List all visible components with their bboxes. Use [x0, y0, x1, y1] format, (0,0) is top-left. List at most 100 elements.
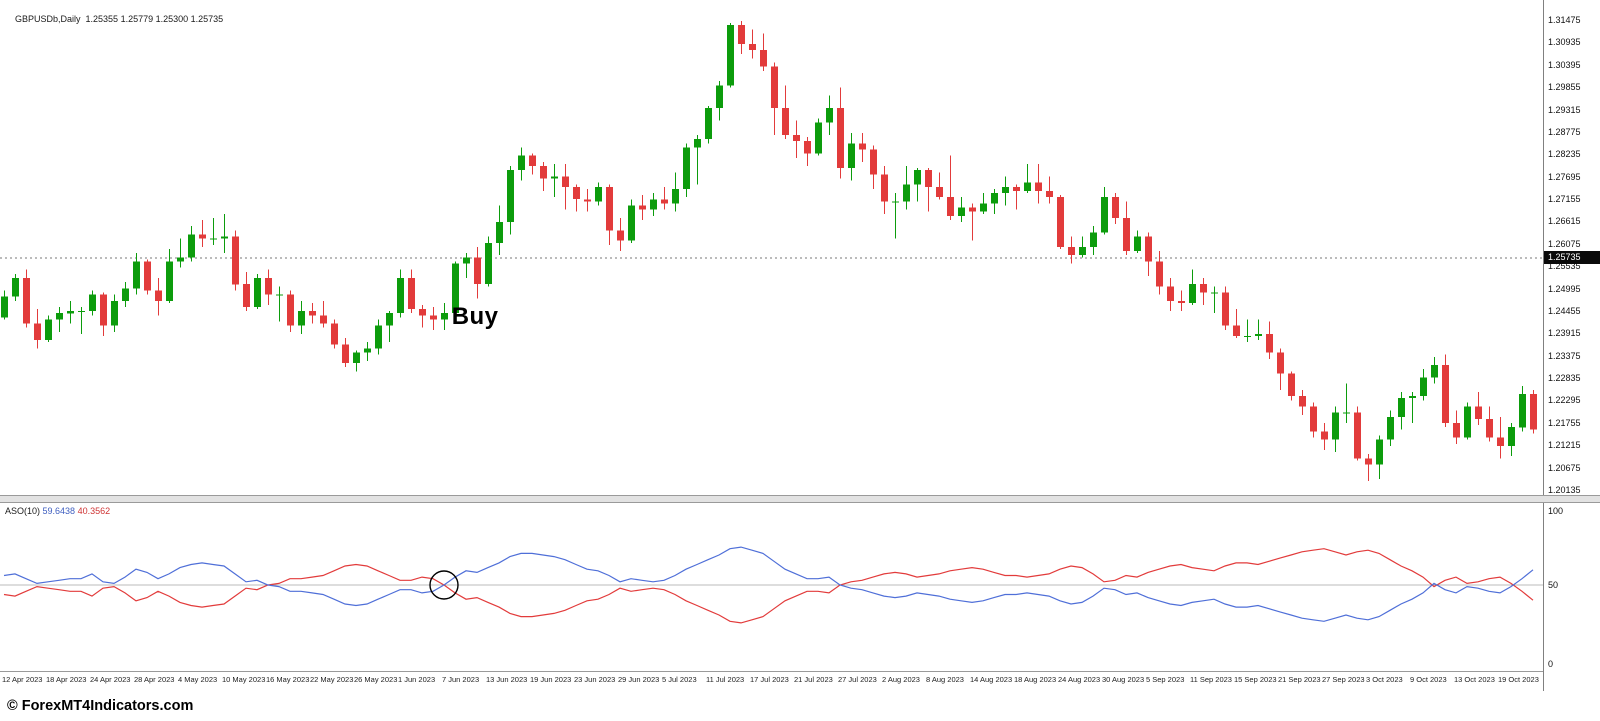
candle-body — [1112, 197, 1119, 218]
candle-body — [1530, 394, 1537, 430]
candle-body — [584, 199, 591, 202]
candle-body — [78, 311, 85, 313]
candle-body — [518, 155, 525, 171]
price-axis-label: 1.29855 — [1548, 82, 1581, 93]
price-axis-label: 1.27155 — [1548, 194, 1581, 205]
candle-body — [1310, 406, 1317, 432]
candle-body — [1068, 246, 1075, 256]
candle-body — [89, 294, 96, 312]
candle-body — [364, 348, 371, 353]
candle-body — [540, 166, 547, 179]
candle-body — [1134, 236, 1141, 252]
candle-body — [1376, 439, 1383, 465]
candle-body — [617, 230, 624, 241]
candle-body — [771, 66, 778, 108]
candle-body — [650, 199, 657, 210]
time-axis-label: 18 Aug 2023 — [1014, 675, 1057, 684]
time-axis-label: 27 Jul 2023 — [838, 675, 877, 684]
candle-body — [199, 234, 206, 239]
candle-body — [837, 108, 844, 169]
candle-body — [243, 284, 250, 307]
candle-body — [716, 85, 723, 109]
candle-body — [298, 311, 305, 326]
indicator-name-label: ASO(10) — [5, 506, 41, 516]
price-axis-label: 1.30935 — [1548, 37, 1581, 48]
candle-body — [1244, 336, 1251, 337]
candle-body — [1101, 197, 1108, 233]
symbol-ohlc-label: GBPUSDb,Daily 1.25355 1.25779 1.25300 1.… — [15, 14, 224, 24]
candle-body — [562, 176, 569, 187]
candle-body — [606, 186, 613, 231]
price-axis-label: 1.22295 — [1548, 395, 1581, 406]
time-axis-label: 30 Aug 2023 — [1102, 675, 1145, 684]
candle-body — [639, 205, 646, 210]
candle-body — [67, 311, 74, 314]
candle-body — [749, 43, 756, 50]
candle-body — [419, 309, 426, 316]
candle-body — [408, 278, 415, 310]
candle-body — [1079, 246, 1086, 256]
current-price-box: 1.25735 — [1544, 250, 1600, 264]
candle-body — [1409, 396, 1416, 399]
candle-body — [496, 222, 503, 243]
time-axis-label: 16 May 2023 — [266, 675, 310, 684]
candle-body — [947, 197, 954, 216]
indicator-header: ASO(10) 59.6438 40.3562 — [5, 506, 110, 516]
candle-body — [826, 108, 833, 123]
candle-body — [1420, 377, 1427, 397]
candle-body — [441, 313, 448, 320]
candle-body — [1442, 365, 1449, 423]
candle-body — [1024, 182, 1031, 191]
time-axis[interactable]: 12 Apr 2023 18 Apr 2023 24 Apr 2023 28 Apr … — [0, 672, 1543, 690]
buy-annotation: Buy — [451, 302, 499, 330]
candle-body — [100, 294, 107, 326]
price-axis-label: 1.28235 — [1548, 149, 1581, 160]
candle-body — [1035, 182, 1042, 191]
candle-body — [1046, 191, 1053, 198]
candle-body — [573, 186, 580, 200]
price-axis-label: 1.21215 — [1548, 440, 1581, 451]
aso-bears-line — [3, 548, 1534, 624]
candle-body — [1167, 286, 1174, 301]
copyright-label: © ForexMT4Indicators.com — [7, 698, 194, 714]
price-axis-label: 1.26615 — [1548, 216, 1581, 227]
candle-body — [375, 325, 382, 349]
price-axis[interactable]: 1.25735 1.31475 1.30935 1.30395 1.29855 1.29… — [1543, 0, 1600, 691]
price-axis-label: 1.29315 — [1548, 104, 1581, 115]
candle-body — [1508, 427, 1515, 446]
time-axis-label: 24 Aug 2023 — [1058, 675, 1101, 684]
time-axis-label: 17 Jul 2023 — [750, 675, 789, 684]
candle-body — [969, 207, 976, 212]
candle-body — [958, 207, 965, 216]
price-axis-label: 1.24455 — [1548, 305, 1581, 316]
candle-body — [1057, 197, 1064, 247]
candle-body — [1519, 394, 1526, 428]
candle-body — [903, 184, 910, 202]
window-separator[interactable] — [0, 495, 1600, 503]
candle-body — [111, 300, 118, 326]
indicator-bulls-value: 59.6438 — [42, 506, 76, 516]
time-axis-label: 24 Apr 2023 — [90, 675, 131, 684]
candle-body — [694, 139, 701, 148]
chart-header: GBPUSDb,Daily 1.25355 1.25779 1.25300 1.… — [5, 4, 223, 34]
candle-body — [12, 278, 19, 297]
indicator-bears-value: 40.3562 — [77, 506, 111, 516]
time-axis-label: 4 May 2023 — [178, 675, 218, 684]
candle-body — [1365, 458, 1372, 465]
price-axis-label: 1.20135 — [1548, 485, 1581, 495]
candle-body — [1002, 186, 1009, 193]
candle-body — [144, 261, 151, 291]
indicator-scale-label: 100 — [1548, 506, 1564, 516]
time-axis-label: 15 Sep 2023 — [1234, 675, 1277, 684]
candle-body — [1178, 300, 1185, 303]
time-axis-label: 19 Oct 2023 — [1498, 675, 1539, 684]
candle-body — [221, 236, 228, 239]
signal-circle-annotation — [429, 570, 459, 600]
candle-body — [34, 323, 41, 341]
candle-body — [177, 257, 184, 262]
time-axis-label: 18 Apr 2023 — [46, 675, 87, 684]
aso-svg[interactable] — [0, 503, 1543, 671]
price-chart-svg[interactable] — [0, 0, 1543, 495]
time-axis-label: 10 May 2023 — [222, 675, 266, 684]
